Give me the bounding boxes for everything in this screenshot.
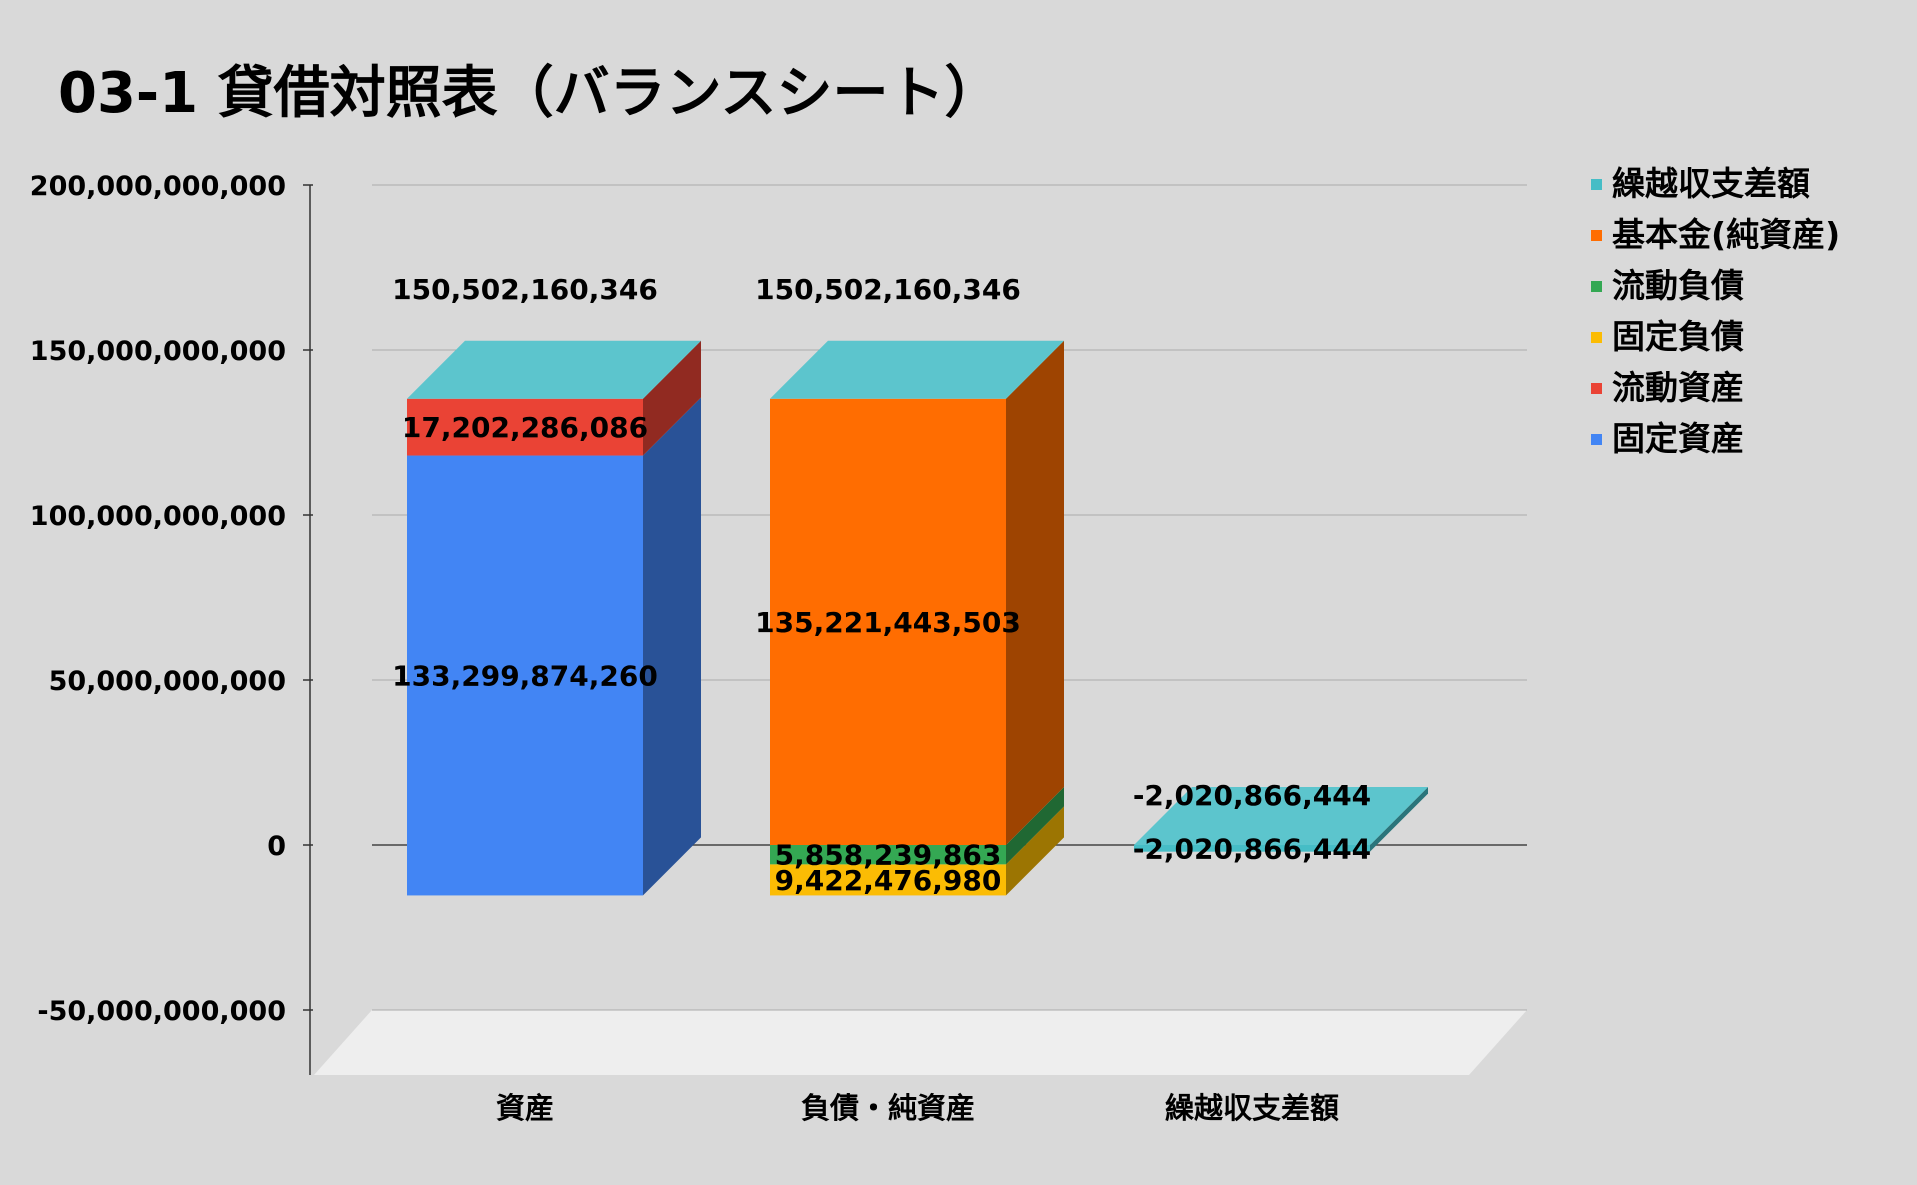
bar-segment bbox=[407, 398, 643, 456]
y-tick-label: 100,000,000,000 bbox=[30, 501, 286, 532]
legend-label: 流動負債 bbox=[1612, 266, 1744, 305]
legend-label: 固定資産 bbox=[1612, 419, 1744, 458]
legend-label: 流動資産 bbox=[1612, 368, 1744, 407]
bar-segment bbox=[770, 398, 1006, 845]
bar-side-face bbox=[1006, 806, 1064, 896]
total-label: -2,020,866,444 bbox=[1133, 779, 1371, 812]
chart-plot-area: 200,000,000,000 150,000,000,000 100,000,00… bbox=[30, 171, 1527, 1125]
chart-floor bbox=[314, 1010, 1527, 1075]
bar-segment bbox=[1134, 845, 1370, 852]
data-label: 133,299,874,260 bbox=[392, 659, 658, 692]
y-tick-label: 200,000,000,000 bbox=[30, 171, 286, 202]
legend-swatch bbox=[1591, 332, 1602, 343]
bar-top-face bbox=[1134, 787, 1428, 845]
bar-segment bbox=[770, 845, 1006, 865]
y-tick-label: 50,000,000,000 bbox=[49, 666, 286, 697]
data-label: -2,020,866,444 bbox=[1133, 832, 1371, 865]
legend-swatch bbox=[1591, 230, 1602, 241]
x-category-label: 負債・純資産 bbox=[801, 1091, 975, 1125]
y-tick-label: 0 bbox=[267, 831, 286, 862]
bar-segment bbox=[770, 864, 1006, 896]
bar-side-face bbox=[1370, 787, 1428, 852]
x-category-label: 資産 bbox=[496, 1091, 554, 1125]
bar-top-face bbox=[407, 340, 701, 399]
legend-swatch bbox=[1591, 179, 1602, 190]
legend-swatch bbox=[1591, 434, 1602, 445]
x-category-label: 繰越収支差額 bbox=[1165, 1091, 1339, 1125]
bar-top-face bbox=[770, 340, 1064, 399]
bar-side-face bbox=[643, 340, 701, 456]
chart-title: 03-1 貸借対照表（バランスシート） bbox=[58, 61, 1001, 126]
y-tick-label: -50,000,000,000 bbox=[37, 996, 286, 1027]
data-label: 5,858,239,863 bbox=[775, 839, 1002, 872]
data-label: 135,221,443,503 bbox=[755, 606, 1021, 639]
data-label: 9,422,476,980 bbox=[775, 864, 1002, 897]
bar-side-face bbox=[1006, 787, 1064, 865]
bar-segment bbox=[407, 455, 643, 896]
y-tick-label: 150,000,000,000 bbox=[30, 336, 286, 367]
total-label: 150,502,160,346 bbox=[392, 273, 658, 306]
legend-swatch bbox=[1591, 281, 1602, 292]
bar-side-face bbox=[1006, 340, 1064, 845]
legend-label: 固定負債 bbox=[1612, 317, 1744, 356]
legend-label: 繰越収支差額 bbox=[1612, 164, 1810, 203]
bar-side-face bbox=[643, 397, 701, 896]
legend-label: 基本金(純資産) bbox=[1612, 215, 1840, 254]
legend-swatch bbox=[1591, 383, 1602, 394]
total-label: 150,502,160,346 bbox=[755, 273, 1021, 306]
data-label: 17,202,286,086 bbox=[402, 411, 648, 444]
